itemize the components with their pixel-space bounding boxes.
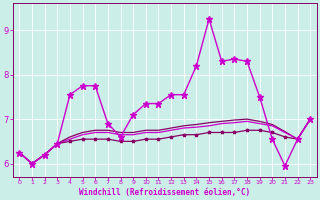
X-axis label: Windchill (Refroidissement éolien,°C): Windchill (Refroidissement éolien,°C) bbox=[79, 188, 250, 197]
